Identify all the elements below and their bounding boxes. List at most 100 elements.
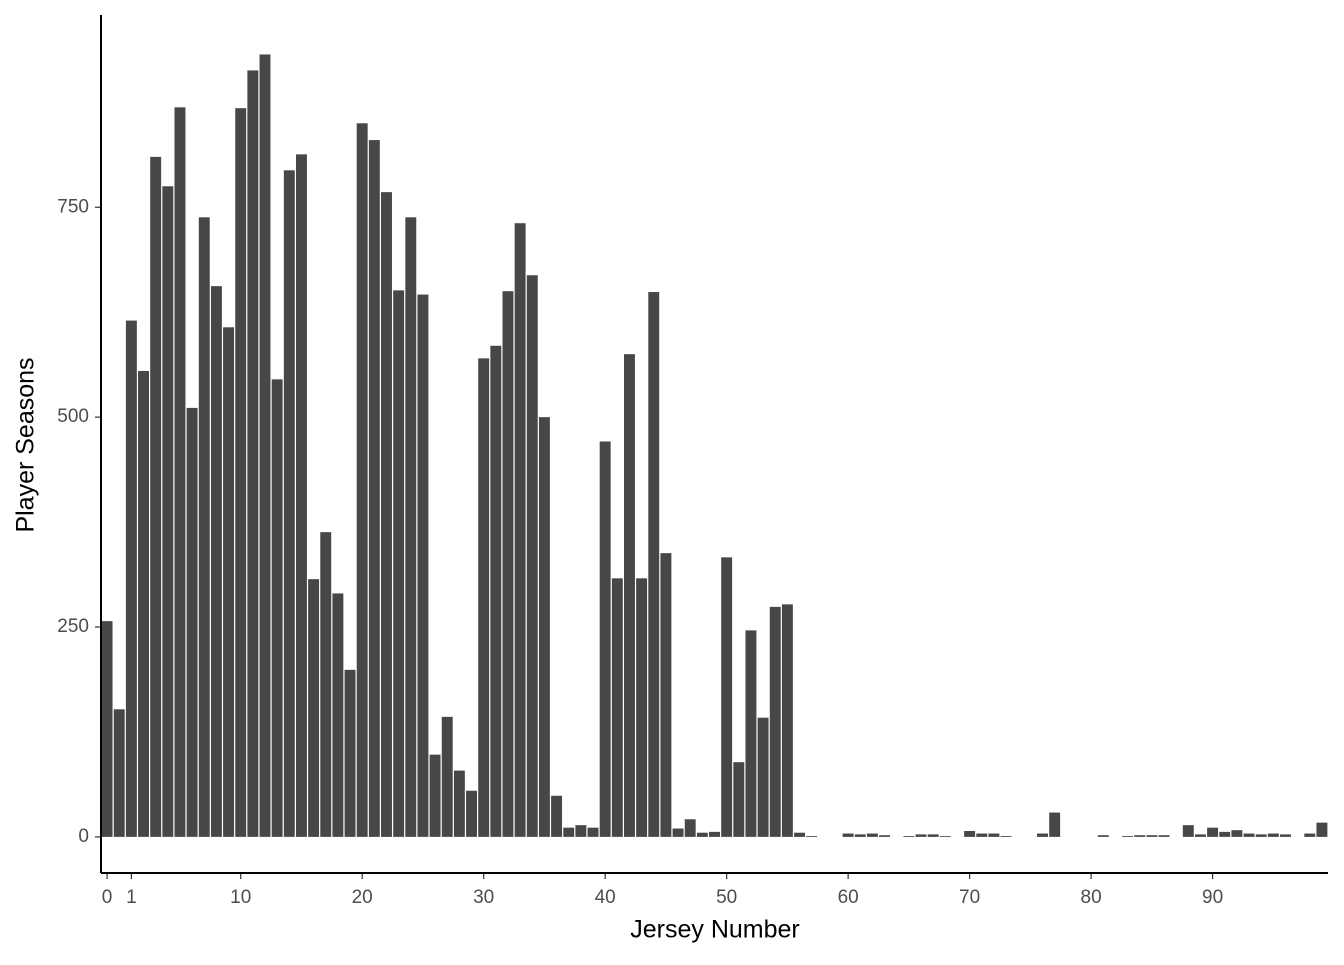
bar — [1134, 835, 1146, 837]
bar — [551, 795, 563, 837]
bar — [356, 123, 368, 837]
bar — [672, 828, 684, 837]
bar — [660, 553, 672, 837]
bar — [1280, 834, 1291, 837]
x-tick-label: 90 — [1202, 887, 1223, 908]
bar — [502, 291, 514, 837]
bar — [514, 223, 526, 837]
bar — [174, 107, 186, 837]
bar — [709, 831, 720, 837]
x-tick-label: 60 — [838, 887, 859, 908]
bar — [1097, 835, 1109, 837]
bar — [247, 70, 259, 837]
bar — [988, 833, 1000, 837]
bar — [927, 834, 939, 837]
x-tick-label: 50 — [716, 887, 737, 908]
x-axis-title: Jersey Number — [630, 916, 800, 944]
bar — [295, 154, 307, 837]
y-tick-label: 750 — [57, 196, 89, 217]
bar — [1158, 835, 1170, 837]
bar — [1182, 825, 1194, 837]
bar — [101, 621, 113, 837]
bar — [210, 286, 222, 837]
bar — [745, 630, 757, 837]
bar — [964, 831, 976, 837]
bar — [648, 292, 660, 837]
bar — [162, 186, 174, 837]
bar — [563, 827, 575, 837]
bar — [939, 836, 951, 837]
x-tick-label: 80 — [1081, 887, 1102, 908]
y-tick-label: 250 — [57, 616, 89, 637]
bar — [794, 832, 806, 837]
bar — [271, 379, 283, 837]
bar — [866, 833, 878, 837]
bar — [478, 358, 490, 837]
x-tick-label: 10 — [230, 887, 251, 908]
bar — [879, 835, 891, 837]
bar — [1000, 836, 1012, 837]
bar — [453, 770, 465, 837]
bar — [1243, 833, 1255, 837]
y-tick-label: 0 — [78, 826, 89, 847]
bar — [1255, 834, 1267, 837]
bar — [1304, 833, 1316, 837]
bar — [636, 578, 648, 837]
bar — [611, 578, 623, 837]
bar — [490, 345, 502, 837]
bar — [405, 217, 417, 837]
bar — [1207, 827, 1219, 837]
x-tick-label: 40 — [595, 887, 616, 908]
bar — [575, 825, 587, 837]
bar — [696, 832, 708, 837]
bar — [466, 790, 477, 837]
x-tick-label: 30 — [473, 887, 494, 908]
x-tick-label: 20 — [352, 887, 373, 908]
bar — [599, 441, 611, 837]
bar — [198, 217, 210, 837]
x-tick-label: 0 — [102, 887, 113, 908]
bar — [1316, 822, 1328, 837]
bar — [684, 819, 696, 837]
bar — [283, 170, 295, 837]
x-tick-label: 70 — [959, 887, 980, 908]
bar — [1219, 831, 1231, 837]
bar — [1194, 834, 1206, 837]
bar — [538, 417, 550, 837]
bar — [150, 156, 162, 837]
bar — [441, 716, 453, 837]
bar — [733, 762, 745, 837]
bar — [721, 557, 733, 837]
bar — [1122, 836, 1134, 837]
bar — [368, 140, 380, 837]
bar — [393, 290, 405, 837]
bar — [915, 834, 927, 837]
bar — [1049, 812, 1061, 837]
bar — [526, 275, 538, 837]
bar — [854, 834, 866, 837]
bar — [781, 604, 793, 837]
bar — [417, 294, 429, 837]
bar — [320, 532, 332, 837]
bar — [1231, 830, 1243, 837]
bar — [235, 108, 247, 837]
bar — [259, 54, 271, 837]
bar — [332, 593, 344, 837]
bar — [842, 833, 854, 837]
bar — [769, 606, 781, 837]
bar — [757, 717, 769, 837]
bar — [344, 669, 356, 837]
bar — [1267, 833, 1279, 837]
bar — [623, 354, 635, 837]
bar — [1146, 835, 1158, 837]
bar — [587, 827, 599, 837]
y-axis-title: Player Seasons — [12, 357, 40, 532]
bar — [903, 836, 915, 837]
bar — [381, 192, 392, 837]
bar — [1037, 833, 1048, 837]
bar — [113, 709, 125, 837]
bar — [125, 320, 137, 837]
x-tick-label: 1 — [126, 887, 137, 908]
